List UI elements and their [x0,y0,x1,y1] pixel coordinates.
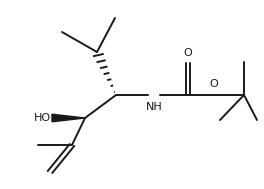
Text: NH: NH [146,102,162,112]
Text: O: O [210,79,218,89]
Polygon shape [52,114,85,122]
Text: HO: HO [34,113,51,123]
Text: O: O [184,48,192,58]
